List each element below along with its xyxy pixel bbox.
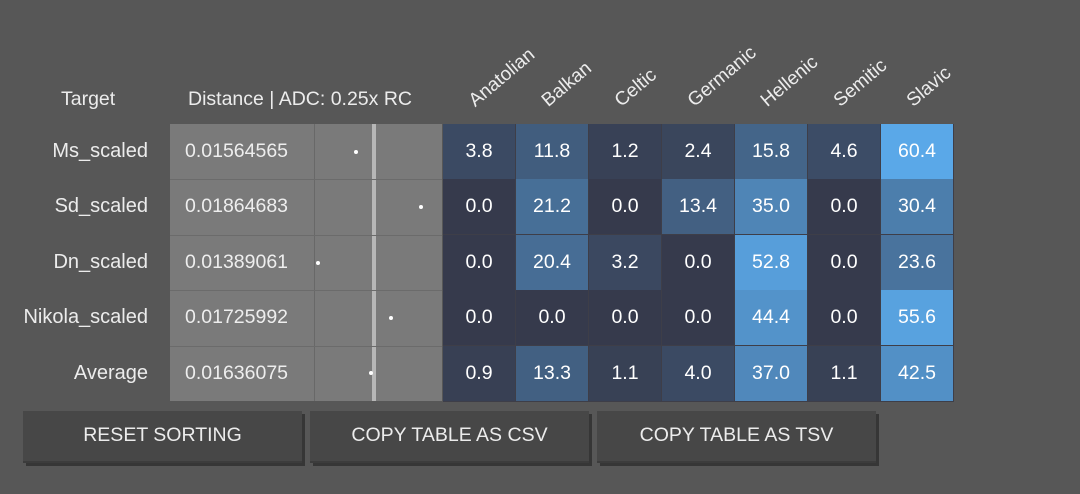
distance-marker-dot [369,371,374,376]
value-cell-germanic: 13.4 [662,179,735,236]
value-cell-celtic: 0.0 [589,290,662,347]
value-cell-anatolian: 0.0 [443,290,516,347]
reset-sorting-button[interactable]: RESET SORTING [23,411,302,463]
row-divider [170,345,442,347]
value-cell-anatolian: 0.0 [443,234,516,291]
value-cell-slavic: 60.4 [881,124,954,180]
distance-marker-dot [419,205,423,210]
distance-reference-line [372,124,376,401]
value-cell-celtic: 1.2 [589,124,662,180]
value-cell-balkan: 21.2 [516,179,589,236]
distance-column-header[interactable]: Distance | ADC: 0.25x RC [188,88,412,110]
value-cell-germanic: 0.0 [662,290,735,347]
row-divider [170,234,442,236]
value-cell-hellenic: 44.4 [735,290,808,347]
row-distance-value: 0.01636075 [185,361,289,384]
value-cell-semitic: 0.0 [808,179,881,236]
row-divider [170,290,442,292]
value-cell-slavic: 42.5 [881,345,954,402]
population-header-label: Hellenic [756,51,823,112]
value-cell-balkan: 20.4 [516,234,589,291]
copy-tsv-button[interactable]: COPY TABLE AS TSV [597,411,876,463]
row-target-name: Ms_scaled [52,140,148,162]
value-cell-balkan: 13.3 [516,345,589,402]
value-cell-anatolian: 0.9 [443,345,516,402]
row-distance-value: 0.01725992 [185,306,289,329]
value-cell-balkan: 11.8 [516,124,589,180]
row-distance-value: 0.01389061 [185,250,289,273]
value-cell-semitic: 0.0 [808,290,881,347]
value-cell-celtic: 3.2 [589,234,662,291]
row-target-name: Average [73,361,148,384]
distance-column-divider [314,124,315,401]
distance-column-background [170,124,442,401]
value-cell-balkan: 0.0 [516,290,589,347]
row-distance-value: 0.01864683 [185,195,289,218]
value-cell-semitic: 1.1 [808,345,881,402]
population-header-label: Balkan [537,57,596,112]
distance-marker-dot [316,260,320,265]
value-cell-hellenic: 15.8 [735,124,808,180]
value-cell-semitic: 4.6 [808,124,881,180]
row-divider [170,179,442,181]
value-cell-slavic: 55.6 [881,290,954,347]
row-target-name: Sd_scaled [54,195,148,218]
value-cell-semitic: 0.0 [808,234,881,291]
population-header-label: Slavic [902,62,956,112]
value-cell-anatolian: 3.8 [443,124,516,180]
population-header-label: Anatolian [464,44,540,112]
row-target-name: Nikola_scaled [23,306,148,329]
value-cell-slavic: 23.6 [881,234,954,291]
population-header-label: Celtic [610,64,661,112]
row-distance-value: 0.01564565 [185,140,289,162]
population-header-label: Germanic [683,42,761,112]
value-cell-hellenic: 35.0 [735,179,808,236]
distance-marker-dot [354,149,358,154]
value-cell-celtic: 0.0 [589,179,662,236]
value-cell-celtic: 1.1 [589,345,662,402]
target-column-header[interactable]: Target [61,88,116,110]
value-cell-slavic: 30.4 [881,179,954,236]
copy-csv-button[interactable]: COPY TABLE AS CSV [310,411,589,463]
value-cell-germanic: 0.0 [662,234,735,291]
value-cell-anatolian: 0.0 [443,179,516,236]
row-target-name: Dn_scaled [53,250,148,273]
distance-marker-dot [388,315,393,320]
value-cell-hellenic: 52.8 [735,234,808,291]
value-cell-germanic: 2.4 [662,124,735,180]
value-cell-hellenic: 37.0 [735,345,808,402]
population-header-label: Semitic [829,55,892,112]
value-cell-germanic: 4.0 [662,345,735,402]
